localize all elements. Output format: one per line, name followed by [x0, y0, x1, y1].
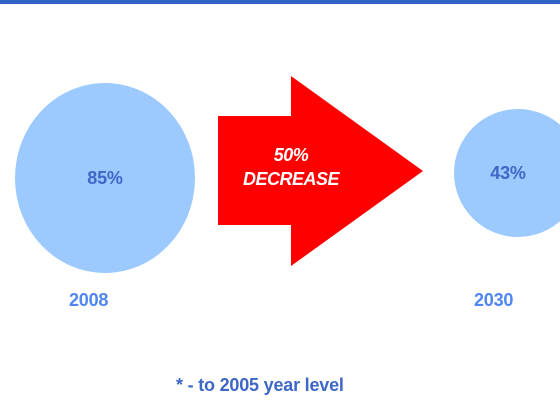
circle-2030: 43% [454, 109, 560, 237]
decrease-arrow-shape [218, 76, 423, 266]
value-2030: 43% [490, 162, 526, 183]
value-2008: 85% [87, 167, 123, 188]
decrease-arrow-label-line-2: DECREASE [242, 169, 340, 189]
decrease-arrow: 50% DECREASE [218, 76, 423, 266]
top-rule [0, 0, 560, 4]
decrease-arrow-label: 50% DECREASE [236, 143, 346, 191]
decrease-arrow-label-line-1: 50% [273, 145, 309, 165]
footnote: * - to 2005 year level [176, 375, 344, 395]
circle-2008: 85% [15, 83, 195, 273]
year-2030: 2030 [474, 290, 514, 310]
year-2008: 2008 [69, 290, 109, 310]
